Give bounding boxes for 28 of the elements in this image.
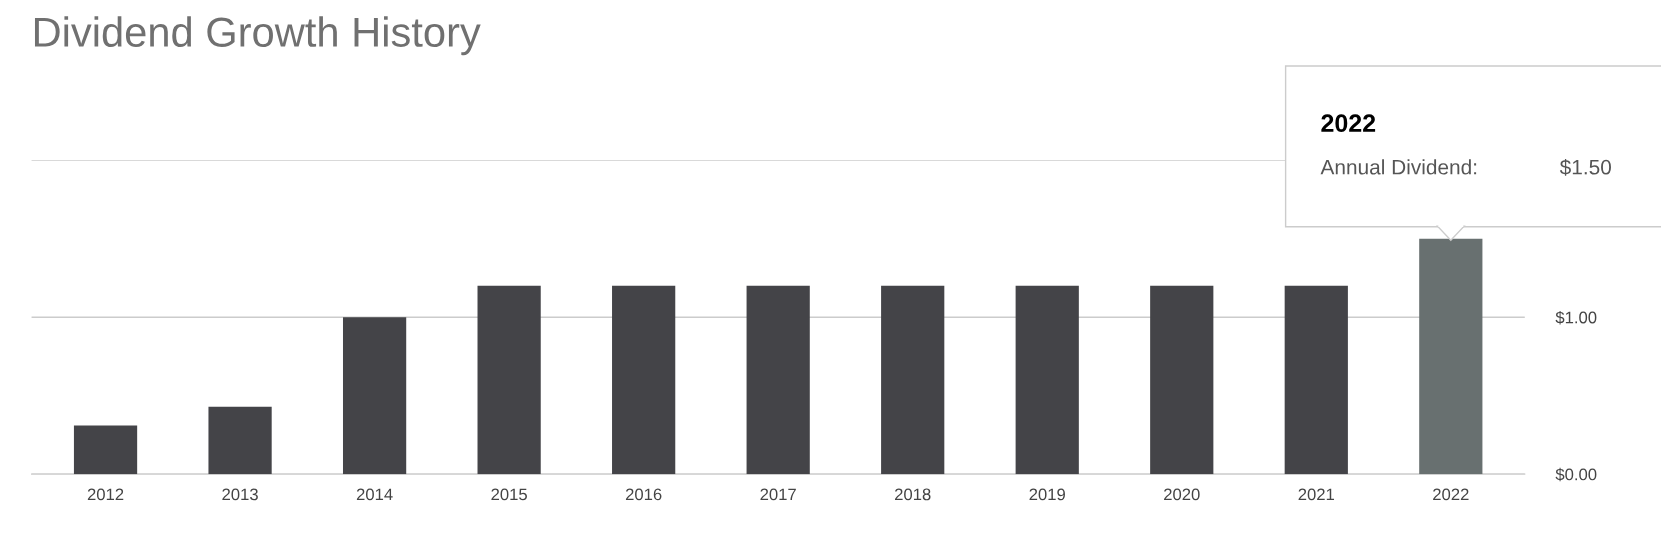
x-tick-label: 2022 [1433,488,1469,501]
x-tick-label: 2015 [491,488,527,501]
x-tick-label: 2018 [895,488,931,501]
bar [1284,285,1348,475]
y-tick-label: $1.00 [1555,310,1597,325]
x-tick-label: 2013 [222,488,258,501]
bar [477,285,541,475]
bar [1419,238,1483,475]
bar [746,285,810,475]
annotation: Annual Dividend: [1320,159,1477,175]
text: $1.50 [1559,158,1611,176]
x-tick-label: 2020 [1164,488,1200,501]
y-tick-label: $0.00 [1555,467,1597,482]
x-tick-label: 2017 [760,488,796,501]
bar [881,285,945,475]
x-tick-label: 2019 [1029,488,1065,501]
bar [208,406,272,475]
bar [342,317,407,475]
bar [73,425,138,475]
x-tick-label: 2014 [356,488,393,501]
text: 2022 [1321,114,1376,133]
bar [1015,285,1079,475]
chart-title: Dividend Growth History [34,16,481,56]
bar [1150,285,1214,475]
x-tick-label: 2021 [1298,488,1335,501]
x-tick-label: 2016 [625,488,662,501]
x-tick-label: 2012 [87,488,124,501]
bar [612,285,676,475]
